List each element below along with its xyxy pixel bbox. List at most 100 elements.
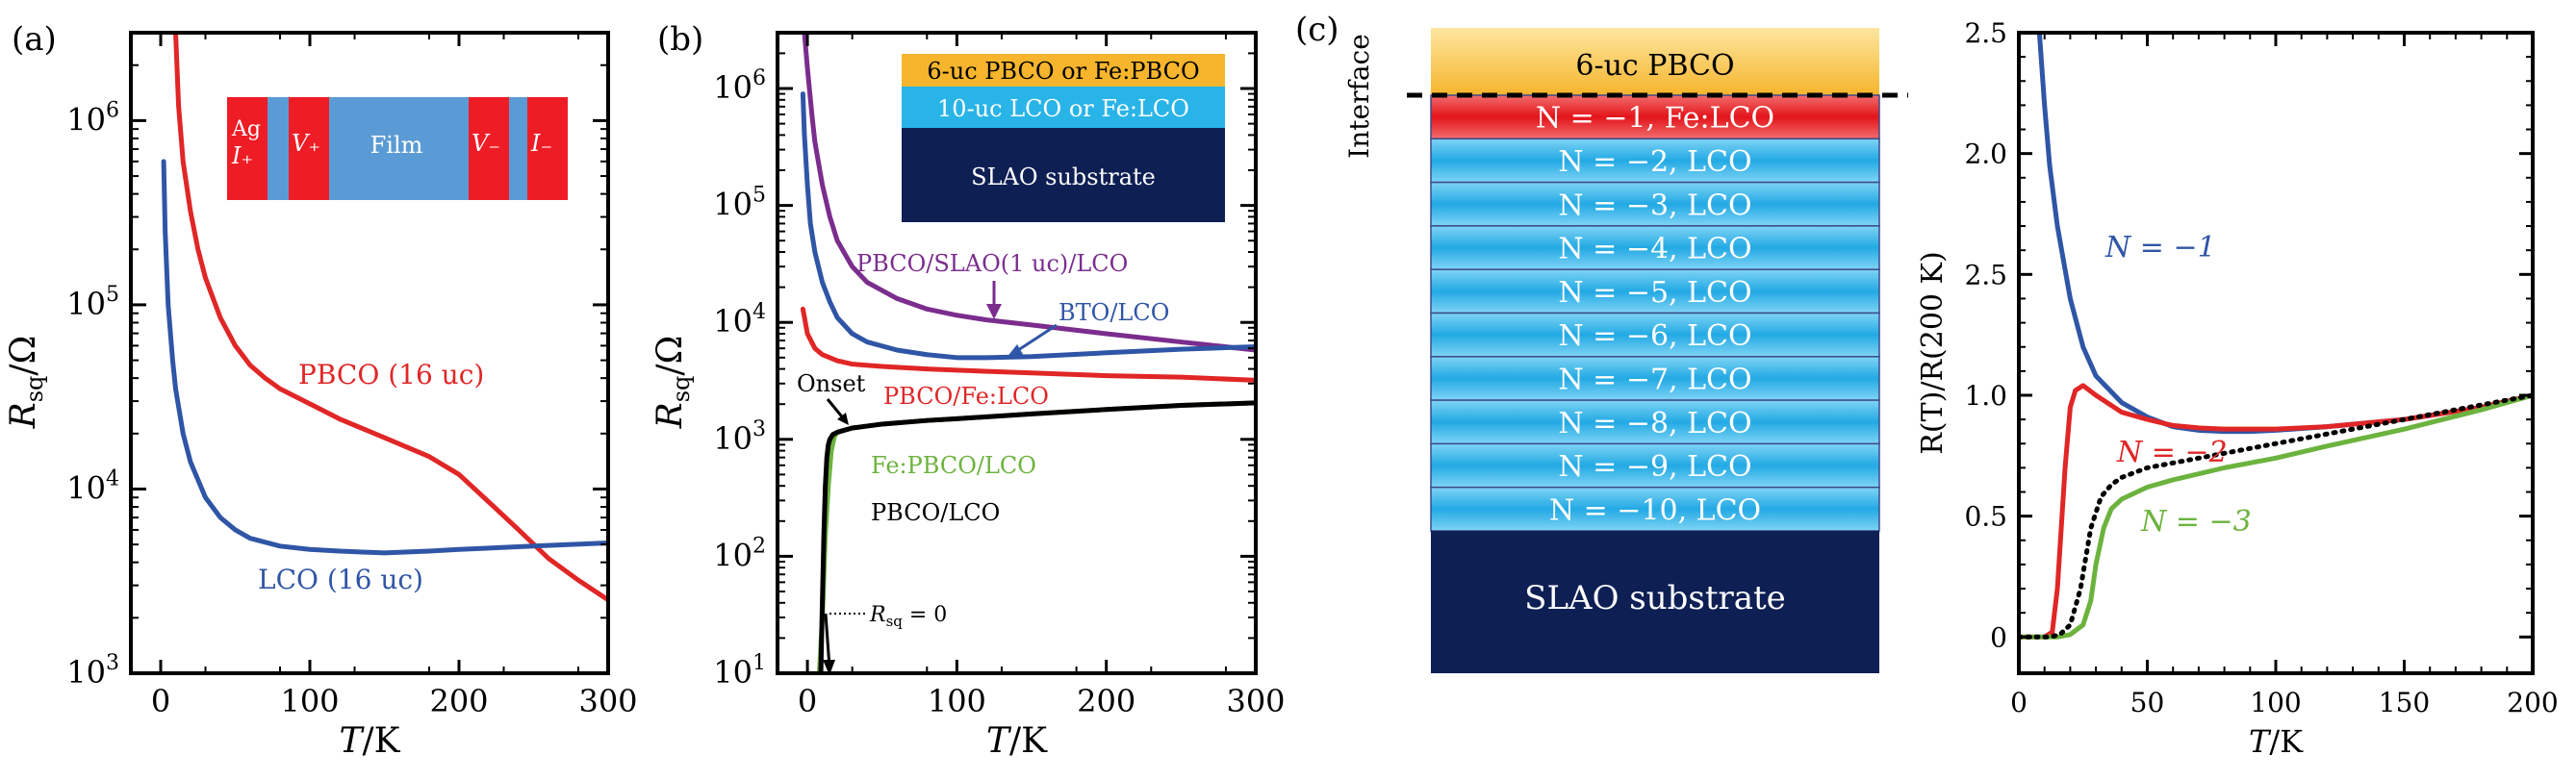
layer-label: N = −4, LCO: [1558, 233, 1751, 266]
pad-v-minus: [469, 97, 509, 200]
y-tick-label: 106: [66, 98, 119, 138]
x-axis-label-unit: /K: [1009, 721, 1048, 761]
y-tick-label: 0: [1990, 621, 2007, 653]
onset-arrowhead: [837, 413, 849, 425]
y-tick-base: 10: [713, 69, 752, 106]
series-line-pbco-slao-1-uc-lco: [802, 33, 1256, 353]
y-tick-base: 10: [713, 654, 752, 691]
x-tick-label: 100: [928, 683, 986, 719]
series-label: N = −3: [2140, 505, 2252, 539]
pad-i-minus: [527, 97, 568, 200]
layer-label: N = −2, LCO: [1558, 145, 1751, 179]
series-line-bto-lco: [800, 91, 1256, 361]
y-tick-label: 2.0: [1964, 138, 2007, 170]
inset-top-layer: [902, 54, 1225, 87]
y-axis-label-sub: sq: [668, 376, 695, 403]
x-tick-label: 200: [429, 683, 488, 719]
x-axis-label: T/K: [986, 721, 1048, 761]
zero-arrowhead: [823, 660, 835, 675]
series-label: Fe:PBCO/LCO: [871, 452, 1036, 479]
pbco-layer-label: 6-uc PBCO: [1575, 49, 1734, 83]
x-tick-label: 300: [578, 683, 637, 719]
panel-b-inset: 6-uc PBCO or Fe:PBCO 10-uc LCO or Fe:LCO…: [902, 54, 1225, 222]
y-axis-label: R(T)/R(200 K): [1916, 251, 1950, 454]
y-tick-label: 105: [713, 184, 766, 223]
layer-label: N = −3, LCO: [1558, 189, 1751, 222]
x-tick-label: 100: [280, 683, 339, 719]
y-tick-base: 10: [66, 286, 106, 322]
lco-layer: [1430, 181, 1880, 227]
series-label: PBCO/SLAO(1 uc)/LCO: [856, 250, 1128, 277]
x-axis-label-unit: /K: [2269, 723, 2304, 760]
layer-label: N = −10, LCO: [1549, 493, 1761, 527]
y-tick-label: 104: [66, 466, 119, 506]
y-tick-label: 101: [713, 651, 766, 691]
x-axis-label-symbol: T: [986, 721, 1012, 761]
y-tick-exponent: 3: [752, 417, 766, 441]
lco-layer: [1430, 225, 1880, 270]
inset-middle-layer: [902, 87, 1225, 128]
y-tick-exponent: 4: [752, 300, 766, 324]
y-tick-base: 10: [66, 654, 106, 691]
y-tick-exponent: 6: [752, 66, 766, 90]
y-tick-exponent: 6: [106, 98, 119, 122]
purple-arrowhead: [986, 304, 1002, 319]
lco-layer: [1430, 399, 1880, 445]
layer-label: N = −8, LCO: [1558, 407, 1751, 440]
x-tick-label: 50: [2130, 687, 2165, 718]
series-group: [2019, 33, 2533, 640]
plot-frame: [129, 31, 610, 675]
y-tick-base: 10: [713, 537, 752, 573]
series-label: PBCO/LCO: [871, 499, 1000, 526]
layer-label: N = −5, LCO: [1558, 276, 1751, 310]
y-tick-exponent: 5: [752, 184, 766, 208]
x-tick-label: 0: [151, 683, 170, 719]
lco-layer: [1430, 138, 1880, 184]
y-tick-label: 2.5: [1964, 17, 2007, 49]
series-label: N = −1: [2104, 231, 2216, 264]
series-line-reference: [2019, 392, 2533, 640]
y-axis-label: Rsq/Ω: [4, 336, 48, 430]
inset-substrate: [902, 128, 1225, 222]
lco-layer: [1430, 356, 1880, 401]
series-line-n-2: [2019, 383, 2533, 640]
pad-i-plus: [227, 97, 268, 200]
panel-a-label: (a): [12, 20, 57, 59]
x-tick-label: 100: [2250, 687, 2301, 718]
onset-label: Onset: [797, 370, 866, 397]
inset-top-label: 6-uc PBCO or Fe:PBCO: [927, 58, 1199, 85]
fe-lco-layer: [1430, 94, 1880, 140]
blue-arrowhead: [1007, 344, 1024, 358]
pad-v-plus-label: V₊: [292, 130, 320, 157]
panel-d-axes: 0 50 100 150 200 T/K 0 0.5 1.0 2.5 2.0 2.5 R(T)/R(20…: [1916, 17, 2559, 760]
y-tick-label: 104: [713, 300, 766, 340]
y-tick-exponent: 2: [752, 534, 766, 558]
layer-stack: N = −1, Fe:LCO N = −2, LCO N = −3, LCO N = …: [1430, 94, 1880, 532]
y-tick-exponent: 3: [106, 651, 119, 675]
series-line-fe-pbco-lco: [816, 400, 1256, 673]
x-axis-label-symbol: T: [339, 721, 365, 761]
zero-label: Rsq = 0: [869, 603, 947, 630]
pbco-annotation: PBCO (16 uc): [298, 359, 484, 390]
y-tick-exponent: 1: [752, 651, 766, 675]
y-tick-base: 10: [713, 303, 752, 340]
panel-b-series-labels: PBCO/SLAO(1 uc)/LCO BTO/LCO PBCO/Fe:LCO Fe:…: [856, 250, 1169, 526]
y-tick-exponent: 4: [106, 466, 119, 491]
pad-i-plus-label: I₊: [231, 142, 253, 169]
film-label: Film: [370, 132, 423, 159]
y-tick-label: 2.5: [1964, 259, 2007, 290]
substrate-layer: [1431, 531, 1879, 673]
x-tick-label: 0: [2010, 687, 2028, 718]
zero-arrow: [824, 613, 831, 668]
y-axis-label-symbol: R: [650, 402, 690, 429]
y-tick-base: 10: [713, 187, 752, 223]
y-axis-label-symbol: R: [4, 402, 43, 429]
panel-d: 0 50 100 150 200 T/K 0 0.5 1.0 2.5 2.0 2.5 R(T)/R(20…: [1916, 17, 2559, 760]
x-axis-label-unit: /K: [362, 721, 400, 761]
pad-ag-label: Ag: [231, 117, 261, 141]
interface-label: Interface: [1343, 34, 1375, 159]
substrate-label: SLAO substrate: [1524, 579, 1786, 617]
panel-a-inset: Ag I₊ V₊ Film V₋ I₋: [227, 97, 568, 200]
